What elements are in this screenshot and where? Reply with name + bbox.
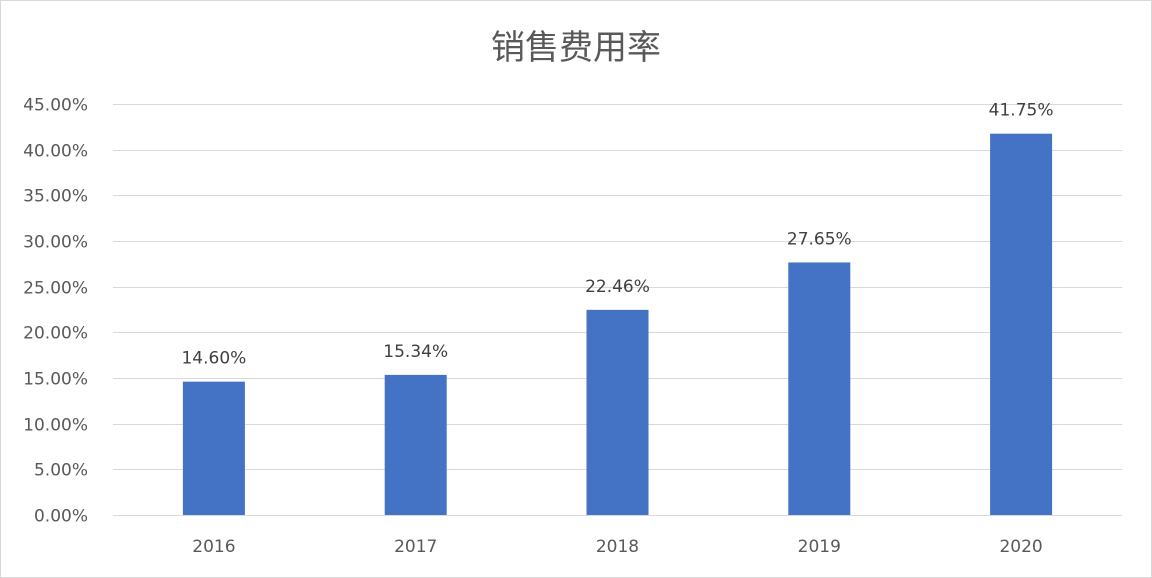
bar-2016	[182, 381, 245, 515]
data-labels: 14.60% 15.34% 22.46% 27.65% 41.75%	[181, 101, 1053, 369]
x-tick-label-2016: 2016	[192, 537, 235, 557]
bar-2018	[586, 309, 649, 515]
y-axis-tick-labels: 0.00% 5.00% 10.00% 15.00% 20.00% 25.00% 30.00%…	[23, 96, 88, 527]
x-tick-label-2017: 2017	[394, 537, 437, 557]
x-tick-label-2020: 2020	[999, 537, 1042, 557]
bar-2020	[990, 133, 1053, 515]
bar-2019	[788, 262, 851, 515]
bar-2017	[384, 374, 447, 515]
chart-title: 销售费用率	[491, 28, 661, 68]
y-tick-label-6: 30.00%	[23, 233, 88, 253]
y-tick-label-1: 5.00%	[34, 461, 88, 481]
y-tick-label-8: 40.00%	[23, 142, 88, 162]
x-tick-label-2018: 2018	[596, 537, 639, 557]
data-label-2019: 27.65%	[787, 229, 852, 249]
y-tick-label-9: 45.00%	[23, 96, 88, 116]
data-label-2017: 15.34%	[383, 342, 448, 362]
y-tick-label-7: 35.00%	[23, 187, 88, 207]
data-label-2018: 22.46%	[585, 277, 650, 297]
x-axis-tick-labels: 2016 2017 2018 2019 2020	[192, 537, 1042, 557]
y-tick-label-5: 25.00%	[23, 279, 88, 299]
y-tick-label-3: 15.00%	[23, 370, 88, 390]
y-tick-label-4: 20.00%	[23, 324, 88, 344]
bars	[182, 133, 1053, 515]
data-label-2020: 41.75%	[989, 101, 1054, 121]
y-tick-label-0: 0.00%	[34, 507, 88, 527]
x-tick-label-2019: 2019	[798, 537, 841, 557]
data-label-2016: 14.60%	[181, 349, 246, 369]
y-tick-label-2: 10.00%	[23, 416, 88, 436]
